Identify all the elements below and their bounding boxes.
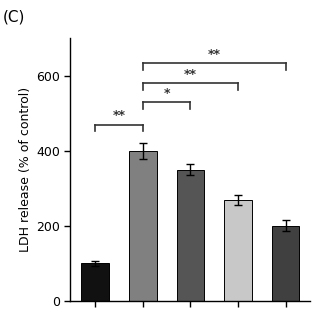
Bar [272,226,300,301]
Y-axis label: LDH release (% of control): LDH release (% of control) [19,87,32,252]
Bar [177,170,204,301]
Text: **: ** [184,68,197,81]
Text: (C): (C) [3,10,26,25]
Text: **: ** [208,47,221,60]
Bar [224,200,252,301]
Text: **: ** [112,109,125,122]
Bar [81,263,109,301]
Bar [129,151,156,301]
Text: *: * [163,87,170,100]
